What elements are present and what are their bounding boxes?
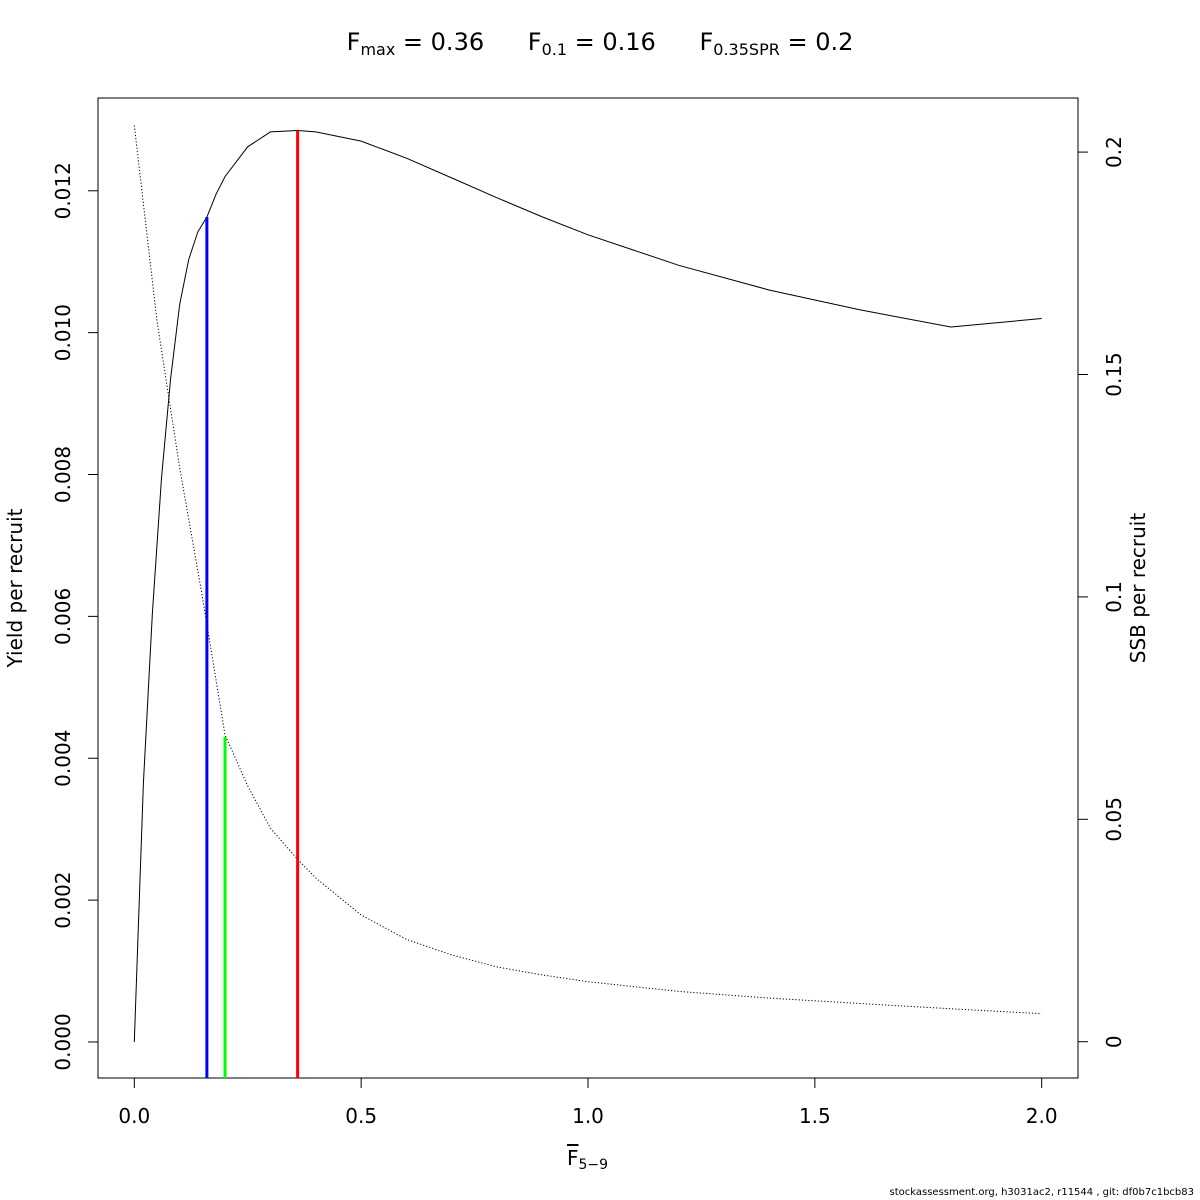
yield-per-recruit-line xyxy=(133,129,1042,1043)
x-tick-label: 2.0 xyxy=(1026,1104,1058,1128)
y2-tick-label: 0.05 xyxy=(1102,797,1126,842)
footer-note: stockassessment.org, h3031ac2, r11544 , … xyxy=(889,1187,1194,1198)
y-tick-label: 0.000 xyxy=(51,1013,75,1070)
y-tick-label: 0.004 xyxy=(51,730,75,787)
plot-frame xyxy=(97,97,1079,1079)
y2-axis-label: SSB per recruit xyxy=(1126,513,1150,664)
x-tick-label: 0.0 xyxy=(118,1104,150,1128)
chart-title: Fmax = 0.36 F0.1 = 0.16 F0.35SPR = 0.2 xyxy=(0,28,1200,59)
x-tick-label: 0.5 xyxy=(345,1104,377,1128)
y2-tick-label: 0.15 xyxy=(1102,352,1126,397)
y-axis-label: Yield per recruit xyxy=(3,508,27,668)
y-tick-label: 0.006 xyxy=(51,588,75,645)
y-tick-label: 0.010 xyxy=(51,304,75,361)
title-f01: F0.1 = 0.16 xyxy=(527,28,656,59)
x-tick-label: 1.0 xyxy=(572,1104,604,1128)
x-axis-label: F5−9 xyxy=(566,1146,609,1173)
y2-tick-label: 0 xyxy=(1102,1035,1126,1048)
title-fspr: F0.35SPR = 0.2 xyxy=(699,28,854,59)
ssb-per-recruit-line xyxy=(133,125,1042,1015)
title-fmax: Fmax = 0.36 xyxy=(346,28,485,59)
y-tick-label: 0.008 xyxy=(51,446,75,503)
x-tick-label: 1.5 xyxy=(799,1104,831,1128)
y2-tick-label: 0.1 xyxy=(1102,581,1126,613)
y-tick-label: 0.012 xyxy=(51,162,75,219)
y-tick-label: 0.002 xyxy=(51,871,75,928)
y2-tick-label: 0.2 xyxy=(1102,136,1126,168)
